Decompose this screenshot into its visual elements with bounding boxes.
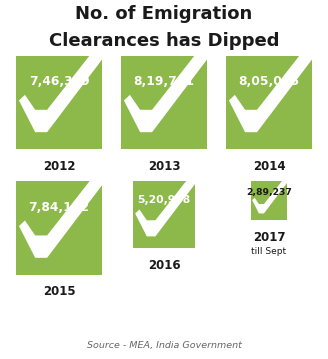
Text: 2,89,237: 2,89,237 — [246, 188, 292, 197]
Text: 2017: 2017 — [253, 231, 285, 244]
Text: till Sept: till Sept — [251, 247, 287, 256]
Polygon shape — [19, 177, 109, 258]
Bar — [121, 56, 207, 149]
Text: No. of Emigration: No. of Emigration — [75, 5, 253, 23]
Polygon shape — [19, 51, 109, 132]
Bar — [16, 56, 102, 149]
Text: 8,05,005: 8,05,005 — [238, 75, 299, 88]
Polygon shape — [229, 51, 318, 132]
Text: 2014: 2014 — [253, 160, 285, 173]
Text: 2012: 2012 — [43, 160, 75, 173]
Bar — [226, 56, 312, 149]
Bar — [251, 181, 287, 220]
Text: Source - MEA, India Government: Source - MEA, India Government — [87, 341, 241, 350]
Polygon shape — [135, 178, 200, 237]
Text: 8,19,701: 8,19,701 — [133, 75, 195, 88]
Text: Clearances has Dipped: Clearances has Dipped — [49, 32, 279, 50]
Text: 5,20,938: 5,20,938 — [137, 195, 191, 205]
Text: 2013: 2013 — [148, 160, 180, 173]
Text: 7,46,349: 7,46,349 — [29, 75, 89, 88]
Text: 7,84,152: 7,84,152 — [29, 201, 90, 214]
Bar — [133, 181, 195, 248]
Polygon shape — [252, 180, 290, 214]
Bar — [16, 181, 102, 275]
Polygon shape — [124, 51, 214, 132]
Text: 2015: 2015 — [43, 285, 75, 298]
Text: 2016: 2016 — [148, 259, 180, 272]
